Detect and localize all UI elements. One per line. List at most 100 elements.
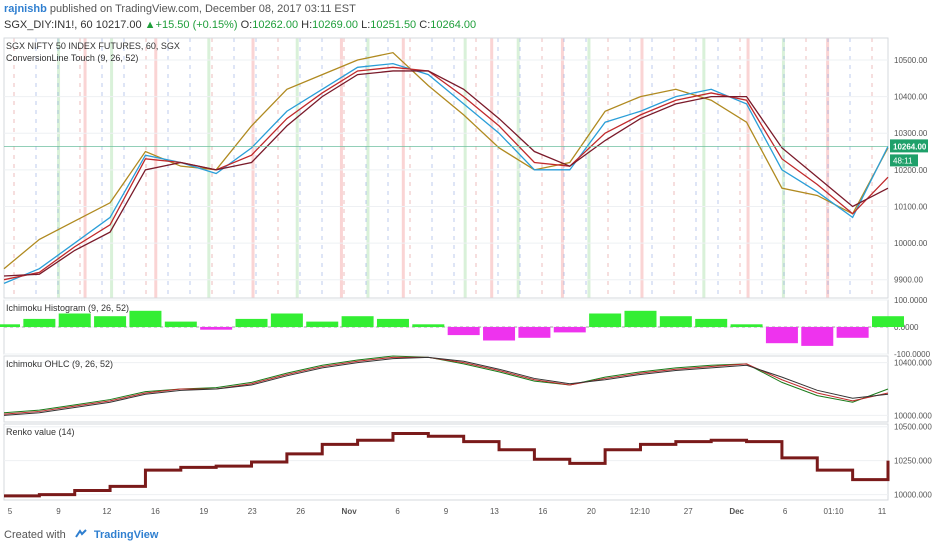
y-tick-label: 10000.0000 — [894, 411, 932, 420]
o-label: O: — [240, 19, 253, 31]
x-tick-label: 20 — [587, 507, 596, 516]
histogram-bar — [200, 327, 233, 330]
l-value: 10251.50 — [370, 19, 417, 31]
signal-band — [490, 38, 494, 298]
x-tick-label: 16 — [151, 507, 160, 516]
ohlc-series-line — [3, 356, 889, 415]
y-tick-label: 10200.00 — [894, 166, 928, 175]
pane-frame — [3, 37, 889, 299]
histogram-bar — [624, 310, 657, 327]
x-tick-label: 16 — [538, 507, 547, 516]
pane-title: Renko value (14) — [6, 427, 75, 437]
pane-title: Ichimoku Histogram (9, 26, 52) — [6, 303, 129, 313]
ohlc-series-line — [3, 356, 889, 416]
y-tick-label: 10500.00 — [894, 56, 928, 65]
signal-band — [295, 38, 299, 298]
pane-frame — [3, 355, 889, 423]
pane-subtitle: ConversionLine Touch (9, 26, 52) — [6, 53, 138, 63]
histogram-bar — [235, 318, 268, 327]
ohlc-bar: SGX_DIY:IN1!, 60 10217.00 ▲+15.50 (+0.15… — [4, 19, 476, 31]
x-tick-label: 23 — [248, 507, 257, 516]
x-tick-label: 13 — [490, 507, 499, 516]
histogram-bar — [270, 313, 303, 327]
open-value: 10217.00 — [95, 19, 142, 31]
x-tick-label: 9 — [56, 507, 61, 516]
histogram-bar — [164, 321, 197, 327]
x-tick-label: 12 — [102, 507, 111, 516]
y-tick-label: 0.0000 — [894, 323, 919, 332]
histogram-bar — [836, 327, 869, 338]
histogram-bar — [483, 327, 516, 341]
signal-band — [110, 38, 114, 298]
signal-band — [516, 38, 520, 298]
x-tick-label: 11 — [878, 507, 887, 516]
y-tick-label: -100.0000 — [894, 350, 931, 359]
tradingview-logo-icon — [74, 529, 87, 538]
histogram-bar — [695, 318, 728, 327]
signal-band — [339, 38, 343, 298]
histogram-bar — [412, 324, 445, 327]
ohlc-series-line — [3, 355, 889, 414]
c-value: 10264.00 — [430, 19, 477, 31]
price-series-line — [3, 66, 889, 281]
x-tick-label: 6 — [783, 507, 788, 516]
symbol-label: SGX_DIY:IN1!, 60 — [4, 19, 93, 31]
last-price-label: 10264.00 — [893, 142, 927, 151]
y-tick-label: 100.0000 — [894, 296, 928, 305]
created-with-label: Created with — [4, 529, 66, 541]
pane-title: SGX NIFTY 50 INDEX FUTURES, 60, SGX — [6, 41, 180, 51]
x-tick-label: 26 — [296, 507, 305, 516]
y-tick-label: 10300.00 — [894, 129, 928, 138]
chart-area[interactable]: 10500.00 10400.00 10300.00 10200.00 10100.00… — [0, 36, 932, 522]
histogram-bar — [0, 324, 20, 327]
signal-band — [463, 38, 467, 298]
histogram-bar — [94, 316, 127, 327]
signal-band — [587, 38, 591, 298]
y-tick-label: 10250.0000 — [894, 457, 932, 466]
x-tick-label: Dec — [729, 507, 744, 516]
histogram-bar — [553, 327, 586, 333]
price-series-line — [3, 70, 889, 277]
price-series-line — [3, 62, 889, 284]
signal-band — [640, 38, 644, 298]
histogram-bar — [306, 321, 339, 327]
histogram-bar — [376, 318, 409, 327]
histogram-bar — [730, 324, 763, 327]
histogram-bar — [589, 313, 622, 327]
signal-band — [83, 38, 87, 298]
price-series-line — [3, 51, 889, 270]
y-tick-label: 10000.00 — [894, 239, 928, 248]
histogram-bar — [659, 316, 692, 327]
signal-band — [366, 38, 370, 298]
histogram-bar — [58, 313, 91, 327]
o-value: 10262.00 — [252, 19, 299, 31]
signal-band — [251, 38, 255, 298]
signal-band — [401, 38, 405, 298]
publish-info: rajnishb published on TradingView.com, D… — [4, 3, 356, 15]
l-label: L: — [361, 19, 371, 31]
y-tick-label: 10000.0000 — [894, 491, 932, 500]
signal-band — [702, 38, 706, 298]
signal-band — [746, 38, 750, 298]
pane-title: Ichimoku OHLC (9, 26, 52) — [6, 359, 113, 369]
author-link[interactable]: rajnishb — [4, 3, 47, 15]
y-tick-label: 10400.00 — [894, 93, 928, 102]
y-tick-label: 10100.00 — [894, 202, 928, 211]
x-tick-label: 01:10 — [824, 507, 845, 516]
histogram-bar — [872, 316, 904, 327]
histogram-bar — [518, 327, 551, 338]
x-tick-label: 27 — [684, 507, 693, 516]
histogram-bar — [765, 327, 798, 344]
publish-text: published on TradingView.com, December 0… — [49, 3, 356, 15]
h-value: 10269.00 — [312, 19, 359, 31]
tradingview-brand[interactable]: TradingView — [93, 529, 159, 541]
x-tick-label: 12:10 — [630, 507, 651, 516]
histogram-bar — [341, 316, 374, 327]
histogram-bar — [129, 310, 162, 327]
footer: Created with TradingView — [4, 528, 158, 541]
x-tick-label: Nov — [342, 507, 358, 516]
y-tick-label: 10500.0000 — [894, 423, 932, 432]
renko-step-line — [4, 432, 890, 498]
x-tick-label: 6 — [395, 507, 400, 516]
countdown-label: 48:11 — [893, 156, 913, 165]
